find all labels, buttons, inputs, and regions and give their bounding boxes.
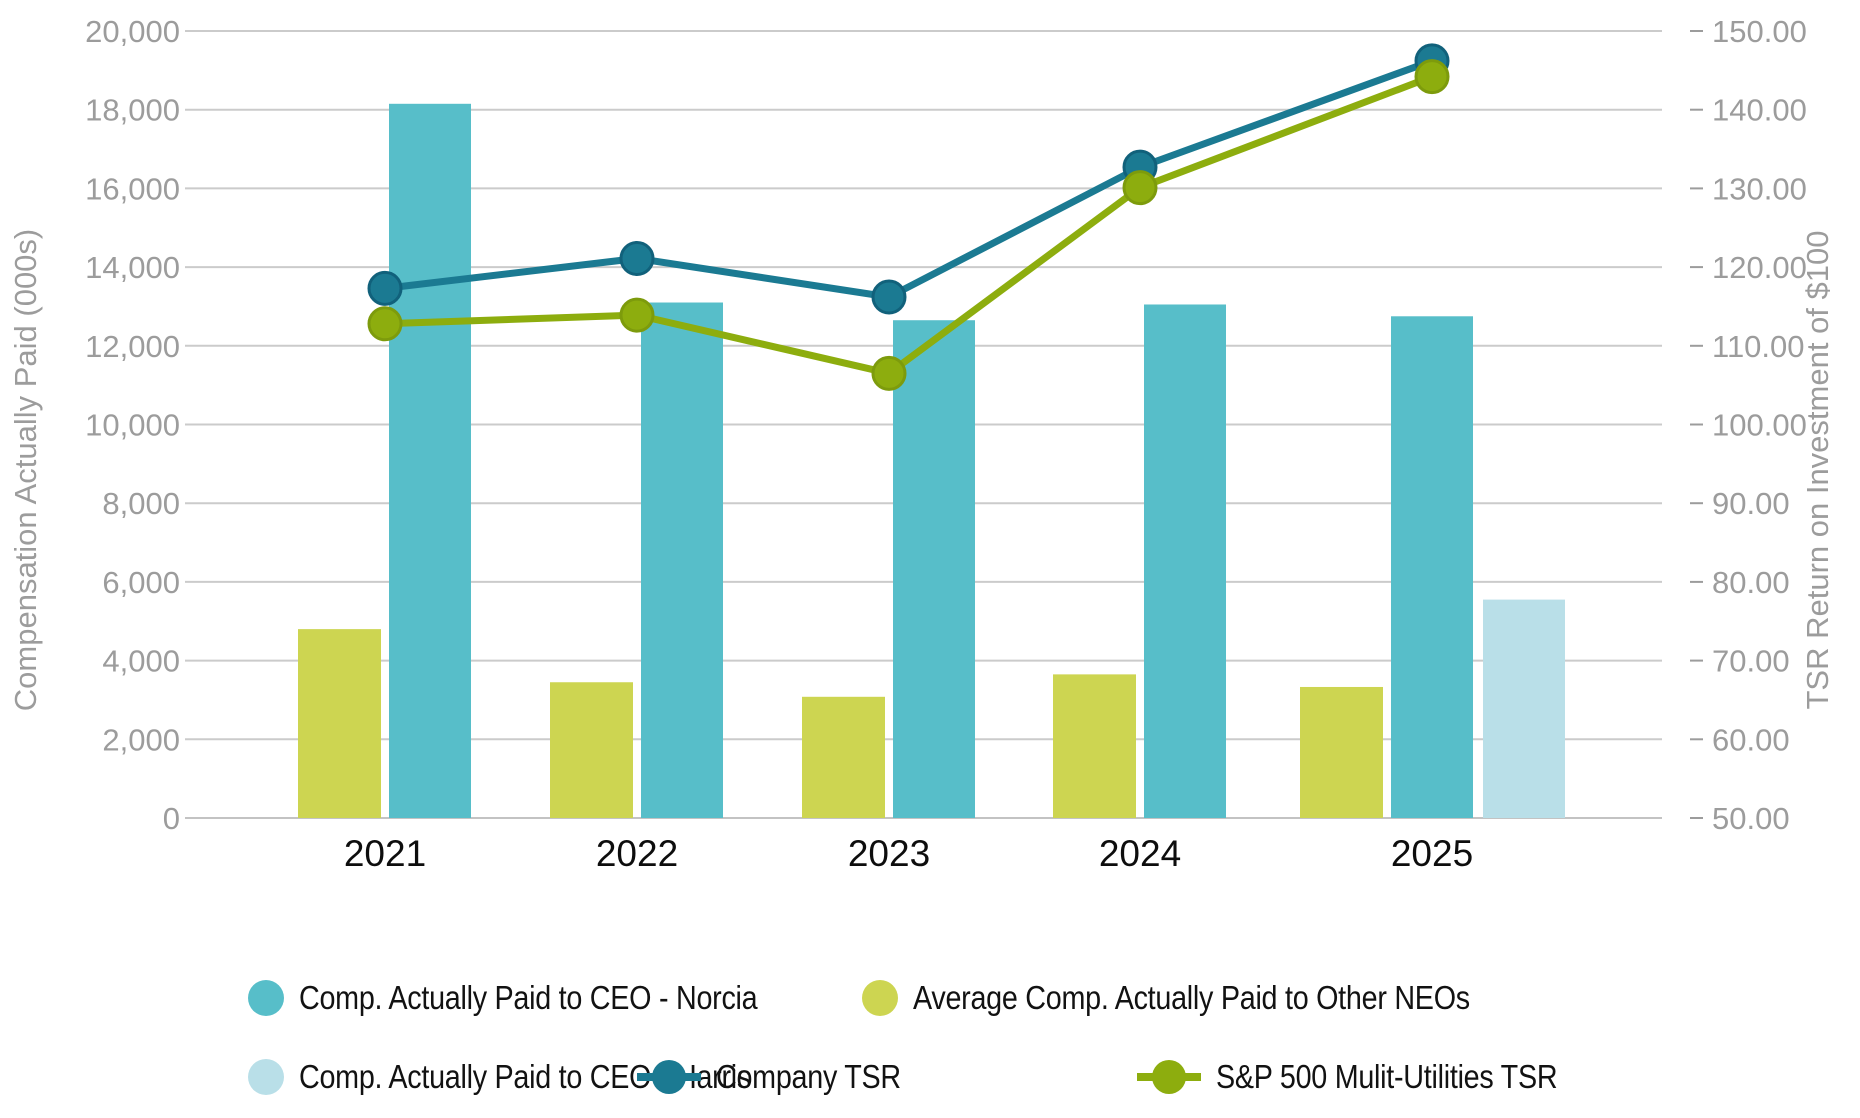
sp500-tsr-point-2022 <box>619 297 655 333</box>
company-tsr-point-2021 <box>367 270 403 306</box>
left-axis-tick-label: 10,000 <box>85 408 180 443</box>
sp500-tsr-point-2021 <box>367 306 403 342</box>
company-tsr-line-glyph <box>637 1073 701 1081</box>
legend-swatch-ceo-harris-circle <box>248 1059 284 1095</box>
left-axis-tick-label: 0 <box>163 801 180 836</box>
x-axis-label-2025: 2025 <box>1391 833 1473 874</box>
legend-item-ceo-harris: Comp. Actually Paid to CEO - Harris <box>248 1058 819 1096</box>
bar-other-neos-2022 <box>550 682 633 818</box>
x-axis-label-2024: 2024 <box>1099 833 1181 874</box>
right-axis-tick-label: 150.00 <box>1712 14 1807 49</box>
legend-item-company-tsr: Company TSR <box>637 1058 929 1096</box>
company-tsr-line <box>384 57 1434 301</box>
bar-ceo-norcia-2024 <box>1144 304 1226 818</box>
right-axis-tick-label: 60.00 <box>1712 722 1790 757</box>
bar-ceo-norcia-2023 <box>893 320 975 818</box>
legend-item-other-neos: Average Comp. Actually Paid to Other NEO… <box>862 979 1553 1017</box>
left-axis-tick-label: 12,000 <box>85 329 180 364</box>
bar-other-neos-2023 <box>802 696 885 818</box>
right-axis-tick-label: 90.00 <box>1712 486 1790 521</box>
x-axis-label-2023: 2023 <box>848 833 930 874</box>
left-axis-title: Compensation Actually Paid (000s) <box>8 229 43 711</box>
left-axis-tick-label: 14,000 <box>85 250 180 285</box>
right-axis-tick-label: 110.00 <box>1712 329 1805 364</box>
legend-swatch-other-neos-circle <box>862 980 898 1016</box>
legend-swatch-ceo-norcia-circle <box>248 980 284 1016</box>
legend-item-sp500-tsr: S&P 500 Mulit-Utilities TSR <box>1137 1058 1608 1096</box>
left-axis-tick-label: 16,000 <box>85 171 180 206</box>
left-axis-tick-label: 18,000 <box>85 93 180 128</box>
company-tsr-point-2023 <box>871 279 907 315</box>
company-tsr-point-2022 <box>619 240 655 276</box>
bar-ceo-norcia-2025 <box>1391 316 1473 818</box>
right-axis-tick-label: 70.00 <box>1712 644 1790 679</box>
right-axis-tick-label: 120.00 <box>1712 250 1807 285</box>
sp500-tsr-point-2024 <box>1122 170 1158 206</box>
sp500-tsr-line-glyph <box>1137 1073 1201 1081</box>
legend-label-sp500-tsr: S&P 500 Mulit-Utilities TSR <box>1216 1058 1558 1095</box>
legend-swatch-sp500-tsr-line-marker <box>1137 1059 1201 1095</box>
right-axis-tick-label: 130.00 <box>1712 171 1807 206</box>
left-axis-tick-label: 20,000 <box>85 14 180 49</box>
bar-ceo-norcia-2021 <box>389 103 471 819</box>
legend-label-ceo-norcia: Comp. Actually Paid to CEO - Norcia <box>299 979 758 1016</box>
right-axis-title: TSR Return on Investment of $100 <box>1800 230 1835 709</box>
right-axis-tick-label: 100.00 <box>1712 408 1807 443</box>
bar-ceo-norcia-2022 <box>641 302 723 818</box>
sp500-tsr-point-2023 <box>871 355 907 391</box>
company-tsr-dot-glyph <box>652 1060 686 1094</box>
legend-label-other-neos: Average Comp. Actually Paid to Other NEO… <box>913 979 1470 1016</box>
bar-other-neos-2021 <box>298 629 381 818</box>
legend-item-ceo-norcia: Comp. Actually Paid to CEO - Norcia <box>248 979 826 1017</box>
left-axis-tick-label: 8,000 <box>102 486 180 521</box>
comp-vs-tsr-combo-chart: 0 50.00 2,000 60.00 4,000 70.00 6,000 80.00 8,00… <box>8 14 1835 874</box>
sp500-tsr-dot-glyph <box>1152 1060 1186 1094</box>
bar-other-neos-2025 <box>1300 686 1383 818</box>
right-axis-tick-label: 50.00 <box>1712 801 1790 836</box>
sp500-tsr-point-2025 <box>1414 59 1450 95</box>
legend-label-company-tsr: Company TSR <box>716 1058 901 1095</box>
right-axis-tick-label: 80.00 <box>1712 565 1790 600</box>
left-axis-tick-label: 4,000 <box>102 644 180 679</box>
left-axis-tick-label: 6,000 <box>102 565 180 600</box>
bar-other-neos-2024 <box>1053 674 1136 818</box>
legend-label-ceo-harris: Comp. Actually Paid to CEO - Harris <box>299 1058 751 1095</box>
bar-ceo-harris-2025 <box>1483 599 1565 818</box>
legend-swatch-company-tsr-line-marker <box>637 1059 701 1095</box>
left-axis-tick-label: 2,000 <box>102 722 180 757</box>
right-axis-tick-label: 140.00 <box>1712 93 1807 128</box>
x-axis-label-2021: 2021 <box>344 833 426 874</box>
x-axis-label-2022: 2022 <box>596 833 678 874</box>
